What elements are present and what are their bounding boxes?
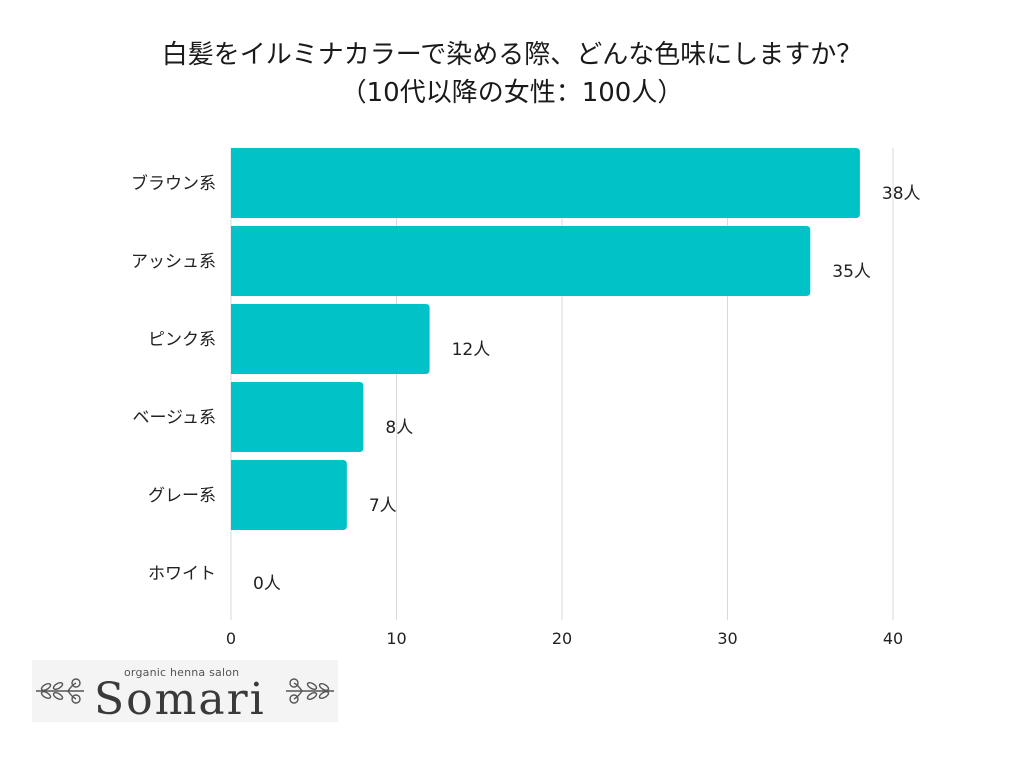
data-label: 12人 <box>452 340 491 360</box>
logo-tagline: organic henna salon <box>124 666 240 679</box>
data-label: 38人 <box>882 184 921 204</box>
x-tick-label: 10 <box>386 629 406 648</box>
bar <box>231 304 430 374</box>
chart-subtitle: （10代以降の女性：100人） <box>340 78 684 108</box>
bar <box>231 148 860 218</box>
bars <box>231 148 860 530</box>
x-tick-label: 20 <box>552 629 572 648</box>
data-label: 35人 <box>832 262 871 282</box>
chart-title-main: 白髪をイルミナカラーで染める際、どんな色味にしますか？ <box>161 40 863 70</box>
x-tick-label: 0 <box>226 629 236 648</box>
chart-title: 白髪をイルミナカラーで染める際、どんな色味にしますか？ （10代以降の女性：10… <box>0 36 1024 112</box>
category-label: グレー系 <box>148 486 216 506</box>
bar <box>231 382 364 452</box>
category-label: ピンク系 <box>148 330 216 350</box>
x-tick-label: 30 <box>717 629 737 648</box>
category-label: アッシュ系 <box>131 252 216 272</box>
logo-ornament <box>36 678 334 704</box>
bar <box>231 460 347 530</box>
data-label: 7人 <box>369 496 397 516</box>
category-label: ブラウン系 <box>131 173 216 194</box>
data-label: 0人 <box>253 574 281 594</box>
data-label: 8人 <box>385 418 413 438</box>
x-tick-label: 40 <box>883 629 903 648</box>
bar <box>231 226 811 296</box>
logo-brand: Somari <box>94 674 266 725</box>
somari-logo: organic henna salon Somari <box>32 660 338 725</box>
category-label: ベージュ系 <box>133 408 216 428</box>
category-label: ホワイト <box>148 564 216 584</box>
